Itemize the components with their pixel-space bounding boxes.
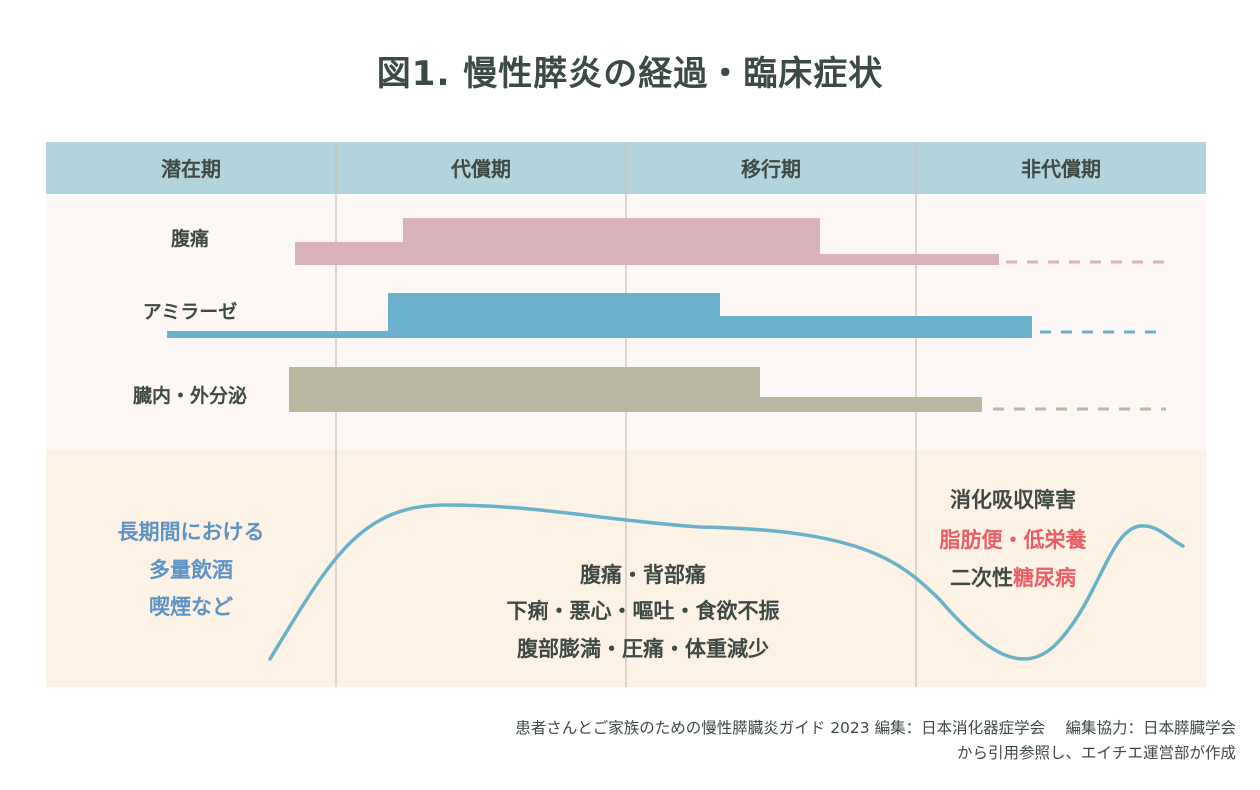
page-title: 図1. 慢性膵炎の経過・臨床症状	[376, 54, 884, 94]
phase-label-latent: 潜在期	[161, 157, 221, 181]
symptom-line: 腹痛・背部痛	[580, 563, 706, 587]
source-note: 患者さんとご家族のための慢性膵臓炎ガイド 2023 編集：日本消化器症学会 編集…	[515, 716, 1236, 766]
late-symptom-line-red: 脂肪便・低栄養	[940, 528, 1088, 552]
amylase-band	[167, 293, 1032, 338]
phase-label-transitional: 移行期	[741, 157, 801, 181]
row-label-amylase: アミラーゼ	[143, 300, 238, 323]
cause-line: 長期間における	[118, 520, 265, 544]
source-line: から引用参照し、エイチエ運営部が作成	[956, 744, 1236, 762]
cause-line: 多量飲酒	[149, 558, 233, 582]
late-symptom-line: 二次性糖尿病	[950, 566, 1076, 590]
source-line: 患者さんとご家族のための慢性膵臓炎ガイド 2023 編集：日本消化器症学会 編集…	[515, 719, 1236, 737]
phase-label-compensated: 代償期	[450, 157, 511, 181]
late-symptom-line: 消化吸収障害	[950, 488, 1076, 512]
late-symptom-diabetes: 糖尿病	[1013, 566, 1076, 590]
symptom-line: 腹部膨満・圧痛・体重減少	[517, 637, 769, 661]
phase-label-decompensated: 非代償期	[1021, 157, 1101, 181]
cause-line: 喫煙など	[149, 595, 233, 619]
abdominal-pain-band	[295, 218, 999, 265]
symptom-line: 下痢・悪心・嘔吐・食欲不振	[507, 599, 780, 623]
exo-endocrine-band	[289, 367, 982, 412]
row-label-abdominal-pain: 腹痛	[170, 227, 209, 250]
row-label-exo-endocrine: 臓内・外分泌	[133, 384, 247, 407]
late-symptom-prefix: 二次性	[950, 566, 1013, 590]
disease-course-curve	[268, 503, 1185, 661]
